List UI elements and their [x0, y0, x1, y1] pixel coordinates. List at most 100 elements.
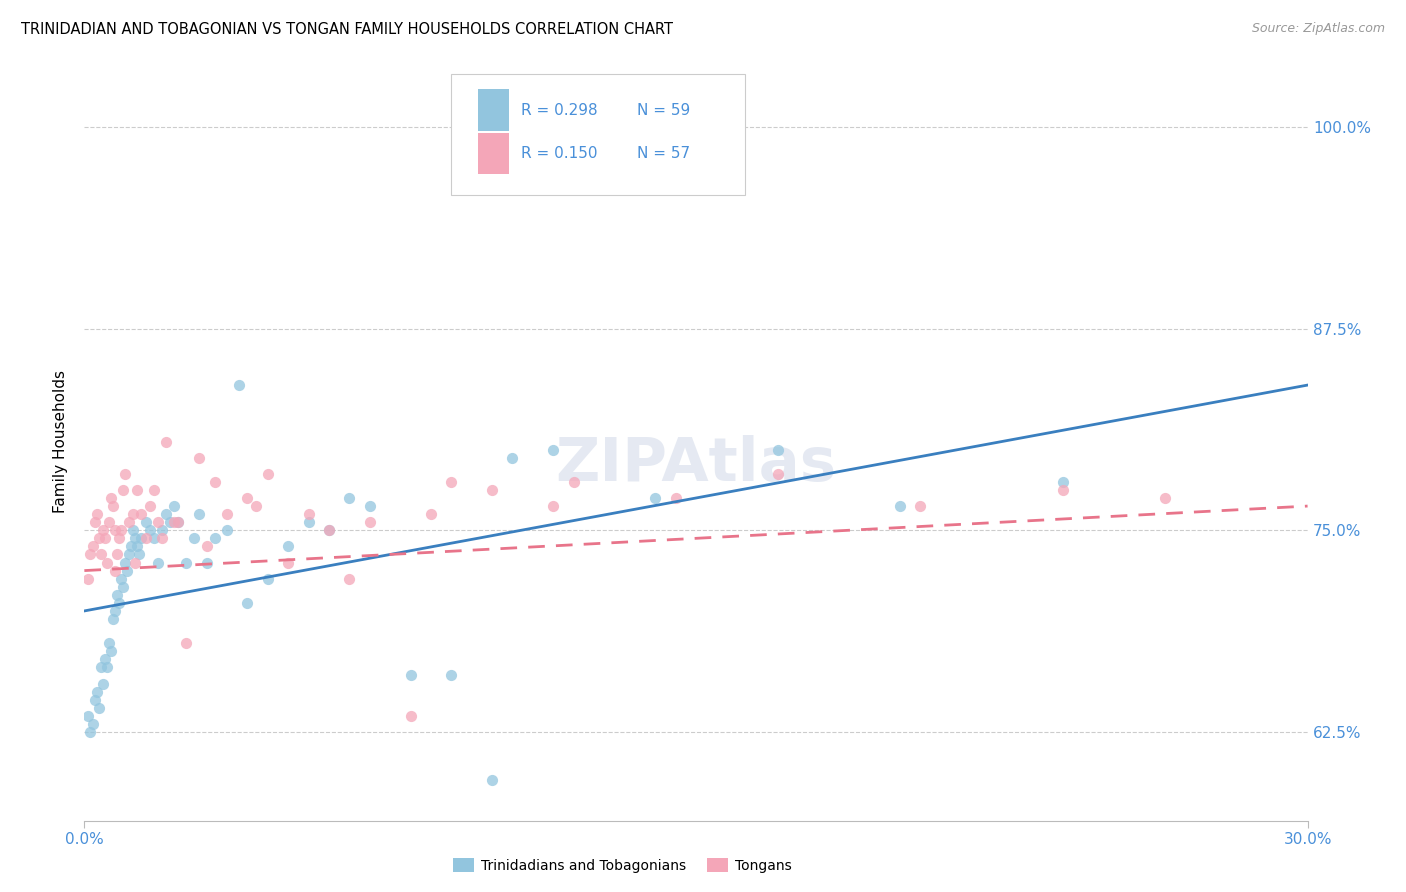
Point — [359, 515, 381, 529]
Point — [665, 491, 688, 505]
Point — [183, 532, 205, 546]
Point — [79, 548, 101, 562]
Point — [217, 507, 239, 521]
Point — [195, 556, 218, 570]
Point — [101, 499, 124, 513]
Point — [112, 483, 135, 497]
Point — [96, 556, 118, 570]
Point — [77, 572, 100, 586]
Point — [644, 491, 666, 505]
Point — [135, 515, 157, 529]
Point — [399, 668, 422, 682]
Point — [87, 700, 110, 714]
Point — [93, 532, 115, 546]
Point — [1154, 491, 1177, 505]
Point — [77, 708, 100, 723]
Point — [766, 442, 789, 457]
Point — [115, 564, 138, 578]
Point — [245, 499, 267, 513]
Point — [481, 483, 503, 497]
Point — [110, 523, 132, 537]
Point — [108, 596, 131, 610]
Point — [110, 572, 132, 586]
Point — [399, 708, 422, 723]
Point — [167, 515, 190, 529]
Point — [502, 450, 524, 465]
Point — [257, 572, 280, 586]
Point — [142, 532, 165, 546]
Point — [124, 556, 146, 570]
Point — [120, 540, 142, 554]
Point — [195, 540, 218, 554]
Text: Source: ZipAtlas.com: Source: ZipAtlas.com — [1251, 22, 1385, 36]
Point — [481, 773, 503, 788]
Point — [82, 716, 104, 731]
Point — [83, 515, 105, 529]
Text: TRINIDADIAN AND TOBAGONIAN VS TONGAN FAMILY HOUSEHOLDS CORRELATION CHART: TRINIDADIAN AND TOBAGONIAN VS TONGAN FAM… — [21, 22, 673, 37]
Point — [236, 491, 259, 505]
Point — [105, 548, 128, 562]
Point — [187, 450, 209, 465]
Point — [122, 507, 145, 521]
Point — [97, 515, 120, 529]
Point — [131, 507, 153, 521]
Point — [163, 499, 186, 513]
Point — [910, 499, 932, 513]
Point — [562, 475, 585, 489]
Point — [318, 523, 340, 537]
Bar — [478, 133, 509, 174]
Point — [104, 564, 127, 578]
Point — [86, 684, 108, 698]
Point — [766, 467, 789, 481]
Point — [131, 532, 153, 546]
Point — [440, 475, 463, 489]
Point — [146, 556, 169, 570]
Point — [359, 499, 381, 513]
Point — [174, 556, 197, 570]
Point — [146, 515, 169, 529]
Point — [217, 523, 239, 537]
Point — [174, 636, 197, 650]
Point — [100, 644, 122, 658]
FancyBboxPatch shape — [451, 74, 745, 195]
Point — [298, 507, 321, 521]
Text: R = 0.298: R = 0.298 — [522, 103, 598, 118]
Point — [1052, 483, 1074, 497]
Point — [127, 483, 149, 497]
Point — [93, 652, 115, 666]
Text: R = 0.150: R = 0.150 — [522, 146, 598, 161]
Point — [114, 556, 136, 570]
Point — [135, 532, 157, 546]
Point — [204, 475, 226, 489]
Point — [339, 572, 361, 586]
Point — [543, 499, 565, 513]
Point — [83, 692, 105, 706]
Point — [104, 523, 127, 537]
Point — [79, 725, 101, 739]
Point — [228, 378, 250, 392]
Point — [104, 604, 127, 618]
Point — [127, 540, 149, 554]
Point — [97, 636, 120, 650]
Point — [90, 660, 112, 674]
Point — [257, 467, 280, 481]
Point — [100, 491, 122, 505]
Point — [86, 507, 108, 521]
Point — [277, 556, 299, 570]
Text: N = 59: N = 59 — [637, 103, 690, 118]
Point — [82, 540, 104, 554]
Point — [91, 523, 114, 537]
Point — [118, 515, 141, 529]
Point — [90, 548, 112, 562]
Bar — [478, 89, 509, 131]
Point — [236, 596, 259, 610]
Point — [440, 668, 463, 682]
Point — [155, 434, 177, 449]
Point — [122, 523, 145, 537]
Point — [277, 540, 299, 554]
Text: N = 57: N = 57 — [637, 146, 690, 161]
Point — [1052, 475, 1074, 489]
Point — [96, 660, 118, 674]
Point — [114, 467, 136, 481]
Point — [318, 523, 340, 537]
